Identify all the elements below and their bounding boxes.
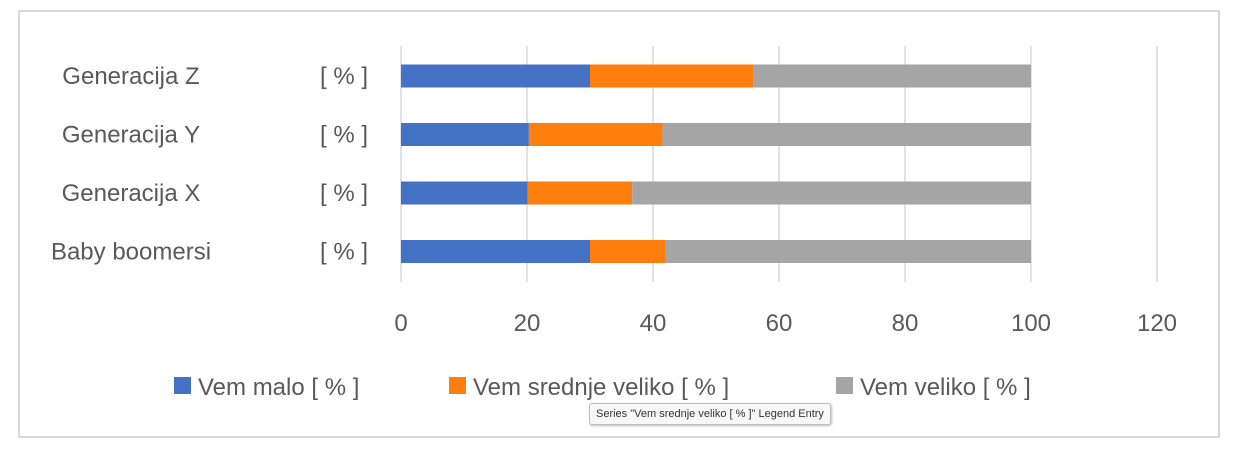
category-label: Generacija Z: [62, 63, 199, 90]
legend-label[interactable]: Vem veliko [ % ]: [860, 374, 1031, 401]
x-tick-label: 40: [640, 310, 667, 337]
bar-segment[interactable]: [527, 181, 633, 205]
bar-segment[interactable]: [401, 181, 528, 205]
bar-segment[interactable]: [528, 123, 663, 146]
bar-segment[interactable]: [401, 240, 590, 263]
x-tick-label: 60: [766, 310, 793, 337]
legend-swatch[interactable]: [449, 377, 466, 394]
x-tick-label: 100: [1011, 310, 1051, 337]
category-unit-label: [ % ]: [320, 122, 368, 149]
legend-label[interactable]: Vem malo [ % ]: [198, 374, 359, 401]
bar-segment[interactable]: [401, 123, 529, 146]
category-label: Generacija X: [62, 180, 201, 207]
category-label: Baby boomersi: [51, 239, 211, 266]
bar-segment[interactable]: [632, 181, 1031, 205]
legend-label[interactable]: Vem srednje veliko [ % ]: [473, 374, 729, 401]
legend-swatch[interactable]: [836, 377, 853, 394]
bar-segment[interactable]: [590, 64, 754, 88]
bar-segment[interactable]: [590, 240, 666, 263]
category-label: Generacija Y: [62, 122, 200, 149]
category-unit-label: [ % ]: [320, 239, 368, 266]
bar-segment[interactable]: [662, 123, 1031, 146]
bar-segment[interactable]: [753, 64, 1031, 88]
category-unit-label: [ % ]: [320, 180, 368, 207]
bar-segment[interactable]: [401, 64, 590, 88]
x-tick-label: 0: [394, 310, 407, 337]
bar-segment[interactable]: [665, 240, 1031, 263]
legend-tooltip: Series "Vem srednje veliko [ % ]" Legend…: [589, 403, 831, 425]
category-unit-label: [ % ]: [320, 63, 368, 90]
x-tick-label: 80: [892, 310, 919, 337]
x-tick-label: 120: [1137, 310, 1177, 337]
x-tick-label: 20: [514, 310, 541, 337]
legend-swatch[interactable]: [174, 377, 191, 394]
